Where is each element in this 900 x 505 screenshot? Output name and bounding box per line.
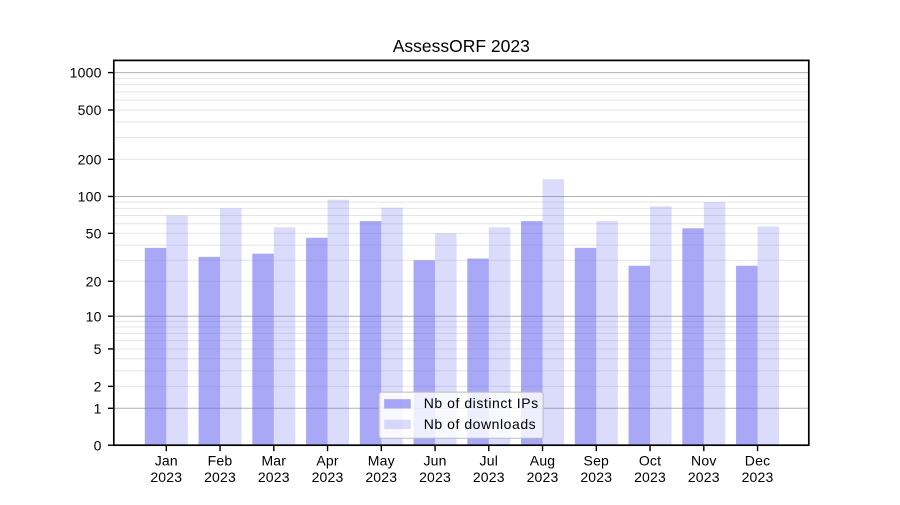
svg-text:2023: 2023	[365, 469, 397, 485]
svg-text:5: 5	[94, 341, 102, 357]
svg-text:Nb of downloads: Nb of downloads	[424, 416, 537, 432]
svg-text:2023: 2023	[150, 469, 182, 485]
svg-text:2023: 2023	[634, 469, 666, 485]
svg-text:Mar: Mar	[261, 452, 286, 468]
svg-text:Sep: Sep	[584, 452, 610, 468]
svg-text:100: 100	[78, 189, 102, 205]
svg-text:2023: 2023	[258, 469, 290, 485]
svg-text:Nb of distinct IPs: Nb of distinct IPs	[424, 395, 539, 411]
svg-text:Aug: Aug	[530, 452, 556, 468]
svg-text:1: 1	[94, 400, 102, 416]
svg-text:Nov: Nov	[691, 452, 717, 468]
svg-text:200: 200	[78, 151, 102, 167]
svg-text:1000: 1000	[70, 65, 102, 81]
svg-text:Jun: Jun	[423, 452, 446, 468]
svg-text:Oct: Oct	[639, 452, 661, 468]
svg-text:Jul: Jul	[480, 452, 499, 468]
svg-text:2: 2	[94, 378, 102, 394]
svg-text:2023: 2023	[688, 469, 720, 485]
svg-text:2023: 2023	[473, 469, 505, 485]
svg-text:0: 0	[94, 437, 102, 453]
svg-text:2023: 2023	[312, 469, 344, 485]
svg-text:Dec: Dec	[745, 452, 771, 468]
svg-text:20: 20	[86, 273, 102, 289]
svg-text:May: May	[368, 452, 395, 468]
svg-text:Jan: Jan	[155, 452, 178, 468]
svg-text:AssessORF 2023: AssessORF 2023	[393, 36, 530, 56]
svg-text:Apr: Apr	[316, 452, 339, 468]
svg-text:Feb: Feb	[208, 452, 233, 468]
svg-text:2023: 2023	[580, 469, 612, 485]
svg-text:2023: 2023	[742, 469, 774, 485]
svg-text:2023: 2023	[419, 469, 451, 485]
svg-text:2023: 2023	[527, 469, 559, 485]
svg-text:50: 50	[86, 225, 102, 241]
svg-text:500: 500	[78, 102, 102, 118]
svg-text:2023: 2023	[204, 469, 236, 485]
svg-text:10: 10	[86, 308, 102, 324]
